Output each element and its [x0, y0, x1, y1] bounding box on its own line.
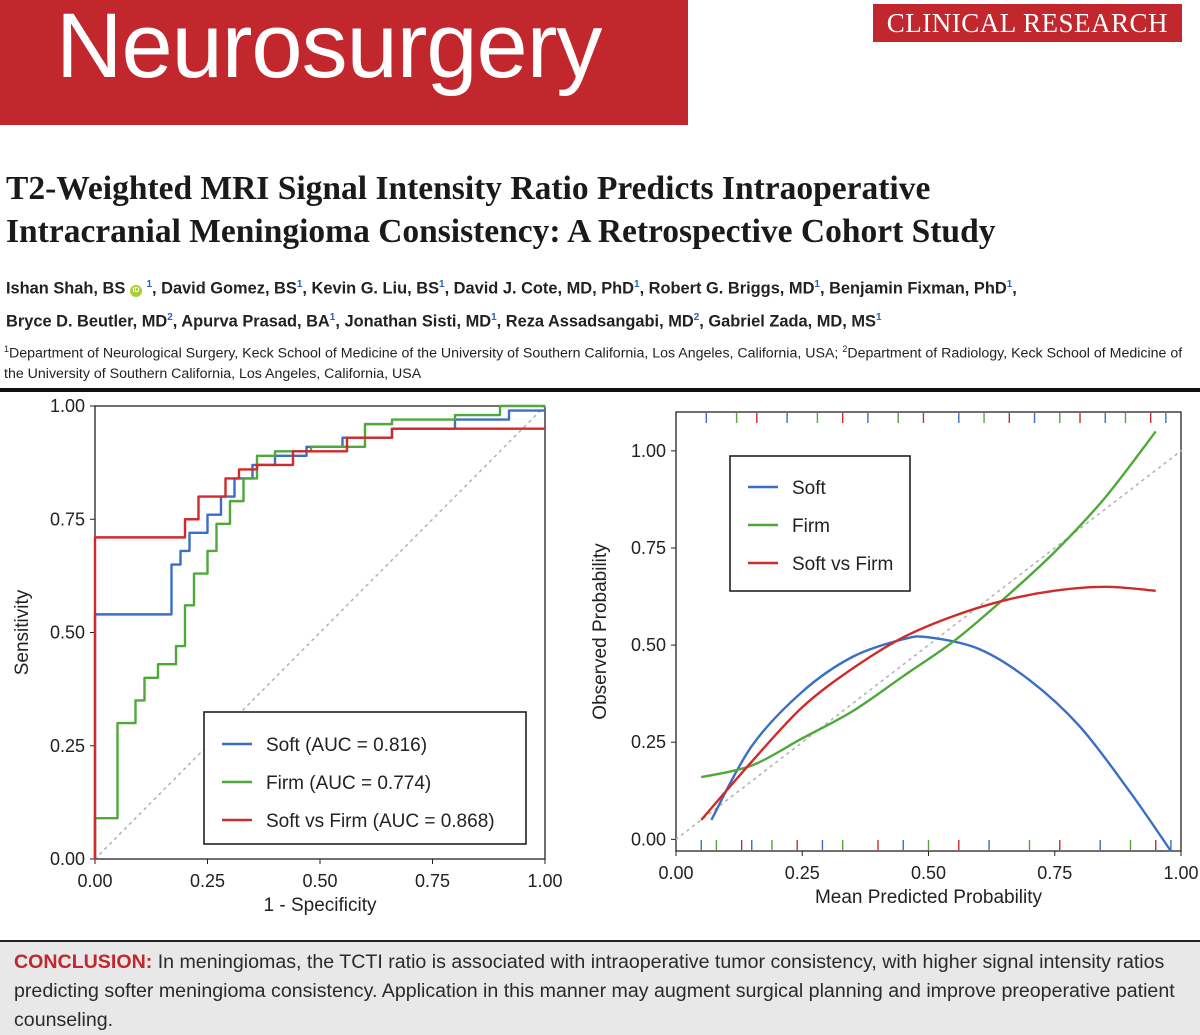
affiliation-number: 2 [842, 344, 848, 354]
x-tick-label: 0.00 [658, 863, 693, 883]
reference-diagonal [675, 450, 1182, 841]
author-name: Jonathan Sisti, MD [344, 312, 492, 331]
author-affiliation-number: 2 [167, 312, 173, 324]
y-tick-label: 0.50 [631, 635, 666, 655]
legend [203, 711, 527, 845]
legend-label: Soft (AUC = 0.816) [266, 735, 427, 756]
author-affiliation-number: 1 [491, 312, 497, 324]
x-tick-label: 0.50 [302, 871, 337, 891]
y-tick-label: 0.25 [50, 736, 85, 756]
series-line [93, 404, 545, 859]
y-tick-label: 0.25 [631, 732, 666, 752]
legend-label: Soft vs Firm [792, 554, 893, 575]
author-name: Apurva Prasad, BA [181, 312, 330, 331]
author-affiliation-number: 1 [875, 312, 882, 324]
y-tick-label: 0.50 [50, 623, 85, 643]
legend-label: Soft vs Firm (AUC = 0.868) [266, 811, 495, 832]
author-name: Benjamin Fixman, PhD [829, 279, 1007, 298]
author-affiliation-number: 1 [634, 279, 640, 290]
journal-name: Neurosurgery [56, 0, 602, 97]
legend-label: Soft [792, 478, 827, 499]
author-name: Bryce D. Beutler, MD [6, 312, 168, 331]
author-line-2: Bryce D. Beutler, MD2, Apurva Prasad, BA… [6, 312, 882, 331]
title-line-2: Intracranial Meningioma Consistency: A R… [6, 213, 996, 250]
x-axis-label: 1 - Specificity [264, 895, 377, 916]
author-name: Reza Assadsangabi, MD [505, 312, 694, 331]
x-tick-label: 0.25 [785, 863, 820, 883]
roc-curve-figure: 0.00 0.25 0.50 0.75 1.00 0.00 0.25 0.50 0.75 1.00… [0, 392, 575, 940]
series-line [710, 635, 1172, 852]
x-tick-label: 0.25 [190, 871, 225, 891]
divider [0, 388, 1200, 392]
x-tick-label: 0.50 [911, 863, 946, 883]
author-name: David J. Cote, MD, PhD [453, 279, 634, 298]
author-affiliation-number: 1 [439, 279, 445, 290]
author-line-1: Ishan Shah, BS iD 1, David Gomez, BS1, K… [6, 279, 1017, 298]
x-tick-label: 1.00 [1163, 863, 1198, 883]
legend-label: Firm (AUC = 0.774) [266, 773, 431, 794]
author-affiliation-number: 1 [329, 312, 336, 324]
calibration-chart: 0.00 0.25 0.50 0.75 1.00 0.00 0.25 0.50 0.75 1.00… [590, 411, 1199, 908]
affiliation-1: Department of Neurological Surgery, Keck… [9, 345, 839, 362]
legend-label: Firm [792, 516, 830, 537]
y-tick-label: 1.00 [631, 441, 666, 461]
section-label: CLINICAL RESEARCH [872, 4, 1182, 42]
author-name: Robert G. Briggs, MD [648, 279, 815, 298]
title-line-1: T2-Weighted MRI Signal Intensity Ratio P… [6, 170, 931, 207]
author-affiliation-number: 1 [296, 279, 303, 290]
series-line [93, 427, 545, 859]
y-axis-label: Sensitivity [12, 589, 33, 675]
paper-title: T2-Weighted MRI Signal Intensity Ratio P… [6, 167, 1196, 253]
y-axis-label: Observed Probability [590, 543, 611, 720]
y-tick-label: 0.75 [50, 509, 85, 529]
x-tick-label: 0.75 [1037, 863, 1072, 883]
author-affiliation-number: 1 [1006, 279, 1013, 290]
series-line [700, 585, 1156, 821]
reference-diagonal [94, 405, 546, 860]
author-name: Kevin G. Liu, BS [311, 279, 440, 298]
author-affiliation-number: 1 [814, 279, 820, 290]
orcid-icon[interactable]: iD [129, 285, 142, 298]
author-name: David Gomez, BS [161, 279, 297, 298]
legend [729, 455, 911, 592]
affiliation-number: 1 [4, 344, 10, 354]
author-affiliation-number: 2 [693, 312, 700, 324]
roc-chart: 0.00 0.25 0.50 0.75 1.00 0.00 0.25 0.50 0.75 1.00… [12, 396, 563, 916]
author-affiliation-number: 1 [146, 279, 152, 290]
journal-masthead: Neurosurgery [0, 0, 688, 125]
conclusion-box: CONCLUSION: In meningiomas, the TCTI rat… [0, 940, 1200, 1035]
x-tick-label: 0.00 [77, 871, 112, 891]
author-name: Gabriel Zada, MD, MS [708, 312, 876, 331]
y-tick-label: 1.00 [50, 396, 85, 416]
x-tick-label: 0.75 [415, 871, 450, 891]
y-tick-label: 0.00 [631, 829, 666, 849]
affiliations: 1Department of Neurological Surgery, Kec… [4, 339, 1196, 384]
y-tick-label: 0.75 [631, 538, 666, 558]
x-tick-label: 1.00 [527, 871, 562, 891]
calibration-curve-figure: 0.00 0.25 0.50 0.75 1.00 0.00 0.25 0.50 0.75 1.00… [575, 392, 1200, 940]
y-tick-label: 0.00 [50, 849, 85, 869]
author-list: Ishan Shah, BS iD 1, David Gomez, BS1, K… [6, 270, 1196, 337]
affiliation-2: Department of Radiology, Keck School of … [4, 345, 1183, 382]
x-axis-label: Mean Predicted Probability [815, 887, 1043, 908]
conclusion-text: In meningiomas, the TCTI ratio is associ… [14, 951, 1175, 1031]
conclusion-label: CONCLUSION: [14, 951, 153, 973]
series-line [700, 430, 1157, 779]
author-name: Ishan Shah, BS [6, 279, 126, 298]
